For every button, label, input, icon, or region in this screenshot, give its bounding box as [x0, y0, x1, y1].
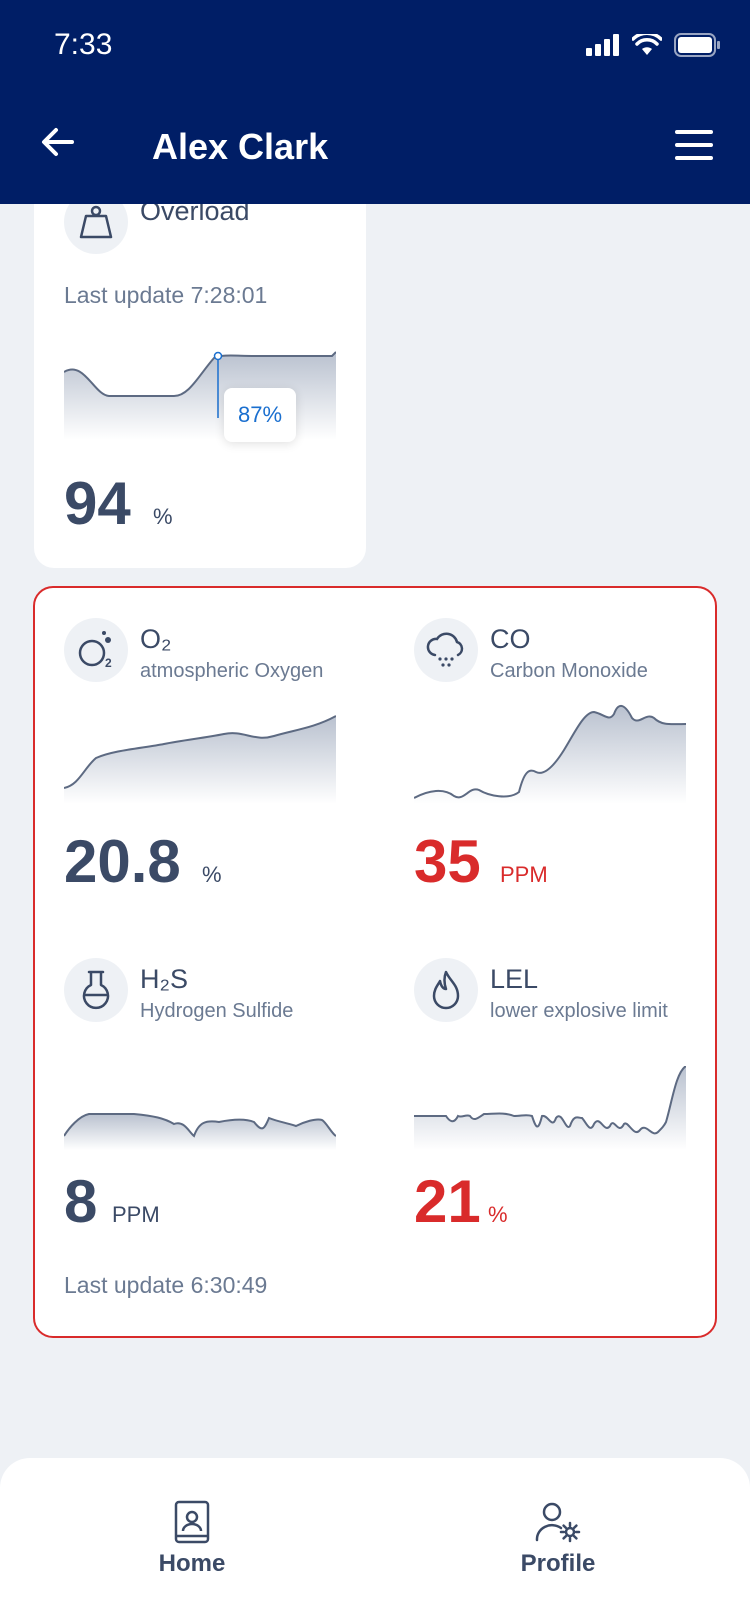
flask-icon — [82, 970, 110, 1010]
bottom-navigation: Home Profile — [0, 1458, 750, 1624]
o2-unit: % — [202, 862, 222, 887]
user-settings-icon — [535, 1502, 581, 1543]
overload-last-update: Last update 7:28:01 — [64, 282, 268, 308]
hamburger-menu-icon[interactable] — [674, 128, 714, 162]
o2-value: 20.8 — [64, 828, 181, 895]
co-name: CO — [490, 624, 531, 654]
overload-unit: % — [153, 504, 173, 529]
bubbles-icon: 2 — [78, 631, 112, 670]
back-arrow-icon[interactable] — [38, 122, 78, 162]
weight-icon — [79, 205, 113, 239]
svg-text:2: 2 — [105, 656, 112, 670]
overload-value: 94 — [64, 470, 131, 537]
h2s-unit: PPM — [112, 1202, 160, 1227]
lel-description: lower explosive limit — [490, 1000, 668, 1022]
co-icon-circle — [414, 618, 478, 682]
co-value: 35 — [414, 828, 481, 895]
h2s-value: 8 — [64, 1168, 98, 1235]
lel-name: LEL — [490, 964, 539, 994]
nav-home-label: Home — [158, 1550, 226, 1577]
h2s-icon-circle — [64, 958, 128, 1022]
flame-icon — [432, 970, 460, 1010]
app-header: 7:33 Alex Clark — [0, 0, 750, 204]
h2s-description: Hydrogen Sulfide — [140, 1000, 294, 1022]
lel-icon-circle — [414, 958, 478, 1022]
lel-unit: % — [488, 1202, 508, 1227]
o2-sparkline — [64, 715, 336, 804]
co-unit: PPM — [500, 862, 548, 887]
cloud-rain-icon — [426, 632, 464, 667]
lel-value: 21 — [414, 1168, 481, 1235]
co-description: Carbon Monoxide — [490, 660, 648, 682]
o2-icon-circle: 2 — [64, 618, 128, 682]
lel-sparkline — [414, 1066, 686, 1150]
signal-icon — [586, 34, 619, 56]
nav-home[interactable]: Home — [112, 1500, 272, 1578]
contact-book-icon — [174, 1500, 210, 1544]
h2s-sparkline — [64, 1113, 336, 1150]
gas-sensors-card[interactable] — [33, 586, 717, 1338]
page-title: Alex Clark — [152, 126, 329, 167]
status-icons — [586, 30, 720, 60]
battery-icon — [674, 33, 720, 57]
nav-profile-label: Profile — [520, 1550, 596, 1577]
status-time: 7:33 — [54, 28, 113, 61]
overload-tooltip: 87% — [224, 388, 296, 442]
o2-description: atmospheric Oxygen — [140, 660, 324, 682]
nav-profile[interactable]: Profile — [478, 1500, 638, 1578]
wifi-icon — [632, 34, 662, 55]
o2-name: O₂ — [140, 624, 172, 654]
gas-last-update: Last update 6:30:49 — [64, 1272, 268, 1298]
h2s-name: H₂S — [140, 964, 188, 994]
co-sparkline — [414, 704, 686, 804]
